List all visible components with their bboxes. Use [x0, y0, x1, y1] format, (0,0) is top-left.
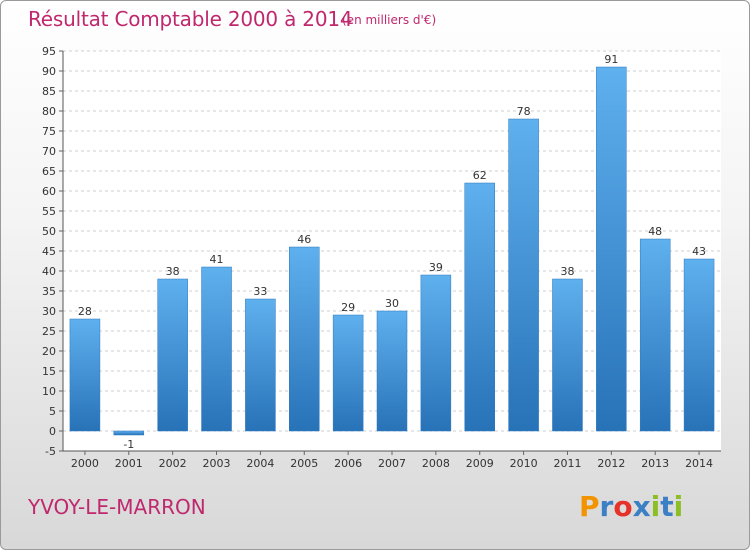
y-tick-label: 90: [42, 65, 56, 78]
bar-2006: [332, 314, 364, 432]
logo-letter: x: [632, 490, 651, 523]
chart-title: Résultat Comptable 2000 à 2014: [28, 7, 353, 31]
value-label-2001: -1: [123, 438, 134, 451]
bar-2009: [464, 182, 495, 432]
y-tick-label: 55: [42, 205, 56, 218]
bar-2004: [245, 298, 276, 432]
bar-2003: [201, 266, 232, 432]
x-tick-label-2014: 2014: [685, 457, 713, 470]
x-tick-label-2009: 2009: [466, 457, 494, 470]
bar-2008: [420, 274, 452, 432]
bar-2007: [376, 310, 408, 432]
y-tick-label: 10: [42, 385, 56, 398]
proxiti-logo: Proxiti: [579, 490, 683, 523]
x-tick-label-2011: 2011: [553, 457, 581, 470]
bar-2000: [69, 318, 101, 432]
value-label-2002: 38: [166, 265, 180, 278]
bar-2005: [289, 246, 320, 432]
x-tick-label-2005: 2005: [290, 457, 318, 470]
value-label-2012: 91: [604, 53, 618, 66]
x-tick-label-2012: 2012: [597, 457, 625, 470]
value-label-2008: 39: [429, 261, 443, 274]
value-label-2007: 30: [385, 297, 399, 310]
value-label-2003: 41: [210, 253, 224, 266]
chart-subtitle: (en milliers d'€): [342, 13, 437, 27]
x-tick-label-2000: 2000: [71, 457, 99, 470]
logo-letter: i: [650, 490, 661, 523]
x-tick-label-2004: 2004: [246, 457, 274, 470]
x-tick-label-2013: 2013: [641, 457, 669, 470]
bar-2012: [596, 66, 627, 432]
x-tick-label-2007: 2007: [378, 457, 406, 470]
x-tick-label-2010: 2010: [510, 457, 538, 470]
x-tick-label-2008: 2008: [422, 457, 450, 470]
bar-2011: [552, 278, 583, 432]
y-tick-label: 15: [42, 365, 56, 378]
y-tick-label: 5: [49, 405, 56, 418]
x-tick-label-2001: 2001: [115, 457, 143, 470]
bar-2010: [508, 118, 539, 432]
y-tick-label: -5: [45, 445, 56, 458]
value-label-2005: 46: [297, 233, 311, 246]
value-label-2014: 43: [692, 245, 706, 258]
value-label-2000: 28: [78, 305, 92, 318]
y-tick-label: 40: [42, 265, 56, 278]
value-label-2011: 38: [560, 265, 574, 278]
logo-letter: P: [579, 490, 600, 523]
y-tick-label: 60: [42, 185, 56, 198]
logo-letter: t: [660, 490, 674, 523]
value-label-2004: 33: [253, 285, 267, 298]
logo-letter: i: [673, 490, 684, 523]
y-tick-label: 95: [42, 45, 56, 58]
logo-letter: r: [599, 490, 614, 523]
y-tick-label: 80: [42, 105, 56, 118]
y-tick-label: 25: [42, 325, 56, 338]
y-tick-label: 70: [42, 145, 56, 158]
bar-2013: [639, 238, 671, 432]
y-tick-label: 75: [42, 125, 56, 138]
bar-2001: [113, 430, 145, 436]
y-tick-label: 65: [42, 165, 56, 178]
x-tick-label-2002: 2002: [159, 457, 187, 470]
value-label-2009: 62: [473, 169, 487, 182]
y-tick-label: 85: [42, 85, 56, 98]
x-tick-label-2006: 2006: [334, 457, 362, 470]
value-label-2006: 29: [341, 301, 355, 314]
value-label-2010: 78: [517, 105, 531, 118]
y-tick-label: 50: [42, 225, 56, 238]
y-tick-label: 20: [42, 345, 56, 358]
value-label-2013: 48: [648, 225, 662, 238]
bar-2014: [683, 258, 715, 432]
commune-name: YVOY-LE-MARRON: [28, 495, 206, 519]
logo-letter: o: [613, 490, 633, 523]
x-tick-label-2003: 2003: [203, 457, 231, 470]
y-tick-label: 30: [42, 305, 56, 318]
bar-2002: [157, 278, 188, 432]
y-tick-label: 35: [42, 285, 56, 298]
y-tick-label: 45: [42, 245, 56, 258]
y-tick-label: 0: [49, 425, 56, 438]
